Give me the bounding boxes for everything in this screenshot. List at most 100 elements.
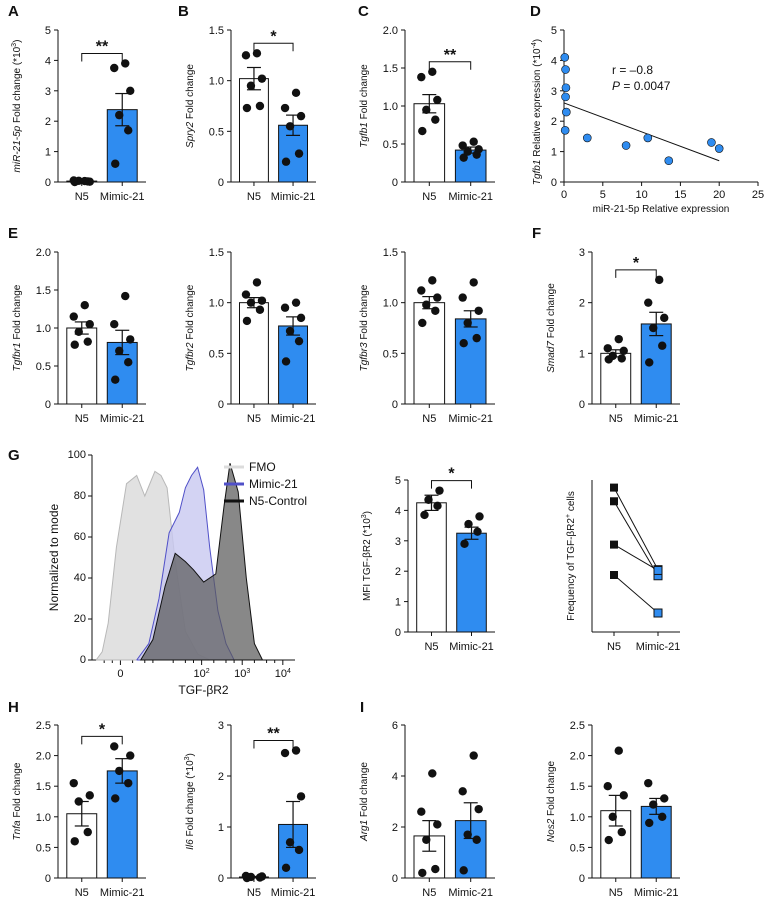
- data-point: [115, 766, 124, 776]
- x-tick-label: Mimic-21: [271, 191, 316, 203]
- data-point: [458, 141, 467, 150]
- histogram-n5-control: [139, 463, 263, 661]
- data-point: [424, 495, 433, 504]
- scatter-point: [664, 156, 674, 166]
- significance-bracket: [81, 52, 123, 62]
- bar-mimic21: [640, 805, 672, 879]
- data-point: [280, 103, 290, 113]
- x-tick-label: Mimic-21: [271, 413, 316, 425]
- data-point: [472, 835, 481, 844]
- y-label-gene: Il6: [185, 839, 196, 850]
- data-point: [241, 871, 251, 881]
- data-point: [252, 278, 262, 287]
- data-point: [469, 751, 478, 760]
- y-label-text: Relative expression (*10: [532, 48, 543, 160]
- chart-panel-G3: Frequency of TGF-βR2+ cells N5 Mimic-21: [565, 480, 680, 653]
- significance-bracket: [253, 740, 294, 749]
- y-tick-label: 3: [218, 720, 224, 732]
- chart-panel-B: B 0 0.5 1.0 1.5 Spry2 Fold change N5 Mimic-21 *: [178, 3, 316, 203]
- panel-label: B: [178, 3, 189, 20]
- x-tick-label: N5: [422, 887, 436, 899]
- data-point: [658, 341, 667, 350]
- y-tick-label: 4: [395, 505, 401, 517]
- y-label-close: ): [362, 511, 373, 514]
- y-label-sup: -4: [531, 42, 538, 48]
- y-tick-label: 0.5: [383, 348, 398, 360]
- significance-stars: *: [270, 28, 277, 45]
- y-tick-label: 2: [392, 822, 398, 834]
- y-tick-label: 1.5: [209, 247, 224, 259]
- data-point: [649, 800, 658, 809]
- significance-bracket: [81, 735, 123, 745]
- significance-stars: *: [633, 255, 640, 272]
- y-tick-label: 0: [392, 873, 398, 885]
- data-point: [645, 358, 654, 367]
- panel-label: F: [532, 225, 541, 242]
- x-tick-label: Mimic-21: [271, 887, 316, 899]
- x-tick-label: N5: [609, 887, 623, 899]
- y-tick-label: 1.0: [570, 812, 585, 824]
- data-point: [281, 863, 291, 872]
- scatter-point: [714, 144, 724, 153]
- data-point: [242, 103, 252, 113]
- data-point: [124, 358, 133, 367]
- data-point: [80, 301, 89, 310]
- scatter-point: [582, 133, 592, 143]
- bar-n5: [413, 302, 446, 405]
- y-label-text: Fold change (*10: [185, 760, 196, 839]
- y-tick-label: 2: [218, 771, 224, 783]
- y-tick-label: 0: [218, 399, 224, 411]
- y-tick-label: 4: [551, 55, 557, 67]
- y-tick-label: 1: [45, 147, 51, 159]
- chart-panel-F: F 0 1 2 3 Smad7 Fold change N5 Mimic-21 *: [532, 225, 680, 425]
- y-axis-label: Tgfbr1 Fold change: [12, 284, 23, 371]
- y-tick-label: 2.0: [383, 25, 398, 37]
- y-label-gene: Spry2: [185, 121, 196, 148]
- bar-mimic21: [106, 770, 138, 879]
- x-tick-label: Mimic-21: [448, 413, 493, 425]
- scatter-point: [643, 133, 653, 143]
- data-point: [69, 312, 78, 321]
- data-point: [285, 838, 295, 847]
- data-point: [428, 67, 437, 77]
- y-tick-label: 1.0: [209, 298, 224, 310]
- significance-stars: **: [267, 726, 280, 743]
- point-mimic21: [653, 608, 663, 618]
- data-point: [417, 286, 426, 295]
- data-point: [255, 305, 265, 314]
- data-point: [291, 746, 301, 755]
- y-label-gene: miR-21-5p: [12, 125, 23, 172]
- x-tick-sup: 3: [246, 668, 250, 675]
- data-point: [469, 137, 478, 146]
- y-tick-label: 1.5: [570, 781, 585, 793]
- data-point: [645, 818, 654, 828]
- y-tick-label: 1.0: [209, 76, 224, 88]
- x-tick-base: 10: [275, 668, 287, 680]
- data-point: [80, 176, 89, 186]
- bar-n5: [239, 78, 269, 183]
- panel-label: G: [8, 447, 20, 464]
- y-tick-label: 1: [218, 822, 224, 834]
- data-point: [603, 782, 612, 791]
- panel-label: A: [8, 3, 19, 20]
- significance-bracket: [430, 480, 473, 489]
- data-point: [110, 742, 119, 751]
- x-tick-base: 10: [194, 668, 206, 680]
- chart-panel-E3: 0 0.5 1.0 1.5 Tgfbr3 Fold change N5 Mimic-21: [359, 247, 495, 425]
- data-point: [417, 807, 426, 816]
- y-tick-label: 1: [395, 597, 401, 609]
- y-tick-label: 0.5: [36, 842, 51, 854]
- significance-bracket: [428, 61, 472, 70]
- y-label-text: Fold change: [546, 760, 557, 818]
- x-tick-label: 104: [275, 668, 291, 680]
- y-axis-label: Spry2 Fold change: [185, 64, 196, 148]
- y-label-text: Fold change (*10: [12, 46, 23, 125]
- bar-mimic21: [456, 532, 487, 633]
- y-label-close: ): [185, 753, 196, 756]
- y-label-text: Fold change: [185, 284, 196, 342]
- data-point: [111, 375, 120, 384]
- significance-stars: **: [444, 47, 457, 64]
- y-label-text: Frequency of TGF-βR2: [566, 518, 577, 621]
